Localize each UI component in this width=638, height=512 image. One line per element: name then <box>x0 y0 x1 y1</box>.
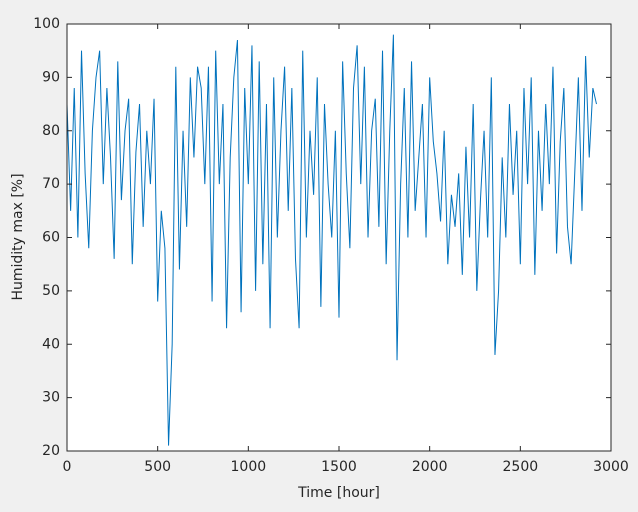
x-tick-label: 0 <box>63 459 72 475</box>
x-tick-label: 2500 <box>503 459 539 475</box>
y-tick-label: 30 <box>42 390 60 406</box>
y-tick-label: 80 <box>42 123 60 139</box>
y-tick-label: 60 <box>42 230 60 246</box>
x-axis-label: Time [hour] <box>297 485 380 501</box>
y-tick-label: 100 <box>33 16 60 32</box>
x-tick-label: 2000 <box>412 459 448 475</box>
plot-area <box>67 24 611 451</box>
y-tick-label: 20 <box>42 443 60 459</box>
y-tick-label: 90 <box>42 69 60 85</box>
data-line <box>66 34 597 446</box>
x-tick-label: 1000 <box>231 459 267 475</box>
x-tick-label: 500 <box>144 459 171 475</box>
y-tick-label: 40 <box>42 336 60 352</box>
x-tick-label: 3000 <box>593 459 629 475</box>
y-tick-label: 50 <box>42 283 60 299</box>
x-tick-label: 1500 <box>321 459 357 475</box>
y-tick-label: 70 <box>42 176 60 192</box>
y-axis-label: Humidity max [%] <box>10 173 26 300</box>
